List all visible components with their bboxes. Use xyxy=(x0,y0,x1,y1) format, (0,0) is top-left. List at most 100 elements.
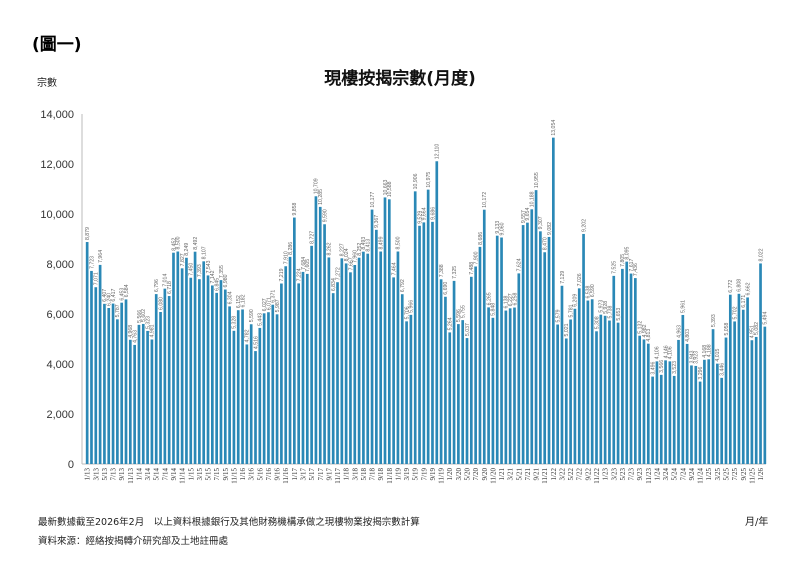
data-label: 10,955 xyxy=(534,172,540,188)
bar xyxy=(297,283,301,464)
data-label: 5,755 xyxy=(460,305,466,318)
data-label: 8,492 xyxy=(193,237,199,250)
data-label: 8,107 xyxy=(202,246,208,259)
bar xyxy=(595,331,598,464)
data-label: 10,975 xyxy=(426,172,432,188)
x-tick-label: 11/14 xyxy=(179,468,187,484)
bar xyxy=(111,303,115,464)
x-tick-label: 1/23 xyxy=(602,468,610,481)
data-label: 6,453 xyxy=(119,288,125,301)
x-tick-label: 5/25 xyxy=(722,468,730,481)
x-tick-label: 3/18 xyxy=(351,468,359,481)
data-label: 8,452 xyxy=(171,238,177,251)
bar xyxy=(409,314,413,464)
data-label: 6,407 xyxy=(102,289,108,302)
y-tick-label: 0 xyxy=(68,459,74,471)
x-tick-label: 7/17 xyxy=(317,468,325,481)
bar xyxy=(703,359,706,464)
data-label: 5,037 xyxy=(465,323,471,336)
data-label: 10,906 xyxy=(413,173,419,189)
x-tick-label: 3/25 xyxy=(714,468,722,481)
bar xyxy=(262,313,266,464)
data-label: 6,538 xyxy=(586,285,592,298)
bar xyxy=(677,339,680,464)
data-label: 7,805 xyxy=(620,254,626,267)
data-label: 6,792 xyxy=(400,279,406,292)
data-label: 10,709 xyxy=(314,178,320,194)
bar xyxy=(461,320,465,465)
bar xyxy=(482,209,486,464)
data-label: 7,272 xyxy=(335,267,341,280)
bar xyxy=(370,209,374,464)
bar xyxy=(474,266,477,464)
x-tick-label: 9/22 xyxy=(584,468,592,481)
bar xyxy=(85,242,89,464)
bar xyxy=(141,323,145,464)
bar xyxy=(754,336,758,464)
data-label: 8,470 xyxy=(543,237,549,250)
x-tick-label: 3/24 xyxy=(662,468,670,481)
bar xyxy=(664,360,667,464)
bar xyxy=(444,296,447,464)
data-label: 7,900 xyxy=(473,251,479,264)
bar xyxy=(254,351,257,464)
bar xyxy=(172,252,175,464)
bar xyxy=(189,277,193,464)
bar xyxy=(655,361,659,464)
x-tick-label: 5/16 xyxy=(256,468,264,481)
data-label: 5,393 xyxy=(711,314,717,327)
data-label: 4,106 xyxy=(655,346,661,359)
data-label: 6,718 xyxy=(167,281,173,294)
y-tick-label: 14,000 xyxy=(40,109,74,121)
data-label: 9,202 xyxy=(581,219,587,232)
bar xyxy=(301,271,305,464)
bar xyxy=(223,289,227,464)
data-label: 8,022 xyxy=(758,248,764,261)
data-label: 6,209 xyxy=(573,294,579,307)
x-tick-label: 5/23 xyxy=(619,468,627,481)
data-label: 6,138 xyxy=(504,295,510,308)
x-tick-label: 7/18 xyxy=(369,468,377,481)
x-tick-label: 5/15 xyxy=(205,468,213,481)
bar xyxy=(180,268,184,464)
bar xyxy=(146,330,149,464)
bar xyxy=(327,257,331,464)
bar xyxy=(530,209,534,464)
data-label: 5,058 xyxy=(724,322,730,335)
data-label: 9,654 xyxy=(525,208,531,221)
data-label: 4,146 xyxy=(663,345,669,358)
bar xyxy=(616,322,620,464)
data-label: 9,686 xyxy=(430,207,436,220)
data-label: 5,738 xyxy=(607,305,613,318)
data-label: 9,529 xyxy=(417,211,423,224)
y-tick-label: 6,000 xyxy=(46,309,74,321)
data-label: 7,224 xyxy=(296,268,302,281)
x-tick-label: 1/21 xyxy=(498,468,506,481)
bar xyxy=(685,343,689,464)
bar xyxy=(163,288,167,464)
x-tick-label: 11/19 xyxy=(438,468,446,484)
data-label: 4,168 xyxy=(702,345,708,358)
data-label: 8,024 xyxy=(344,248,350,261)
data-label: 5,132 xyxy=(637,321,643,334)
bar xyxy=(573,308,577,464)
data-label: 7,450 xyxy=(189,263,195,276)
x-tick-label: 5/20 xyxy=(464,468,472,481)
bar xyxy=(452,280,456,465)
data-label: 5,566 xyxy=(137,310,143,323)
bar xyxy=(94,287,98,464)
data-label: 6,071 xyxy=(266,297,272,310)
x-tick-label: 11/23 xyxy=(645,468,653,484)
data-label: 6,662 xyxy=(745,282,751,295)
data-label: 6,690 xyxy=(443,282,449,295)
data-label: 6,772 xyxy=(728,280,734,293)
data-label: 4,813 xyxy=(646,329,652,342)
bar xyxy=(746,297,749,464)
data-label: 6,265 xyxy=(486,292,492,305)
data-label: 3,496 xyxy=(650,362,656,375)
data-label: 9,590 xyxy=(322,209,328,222)
bar xyxy=(586,300,590,464)
bar xyxy=(362,251,365,464)
bar xyxy=(608,320,611,464)
x-tick-label: 7/24 xyxy=(679,468,687,481)
